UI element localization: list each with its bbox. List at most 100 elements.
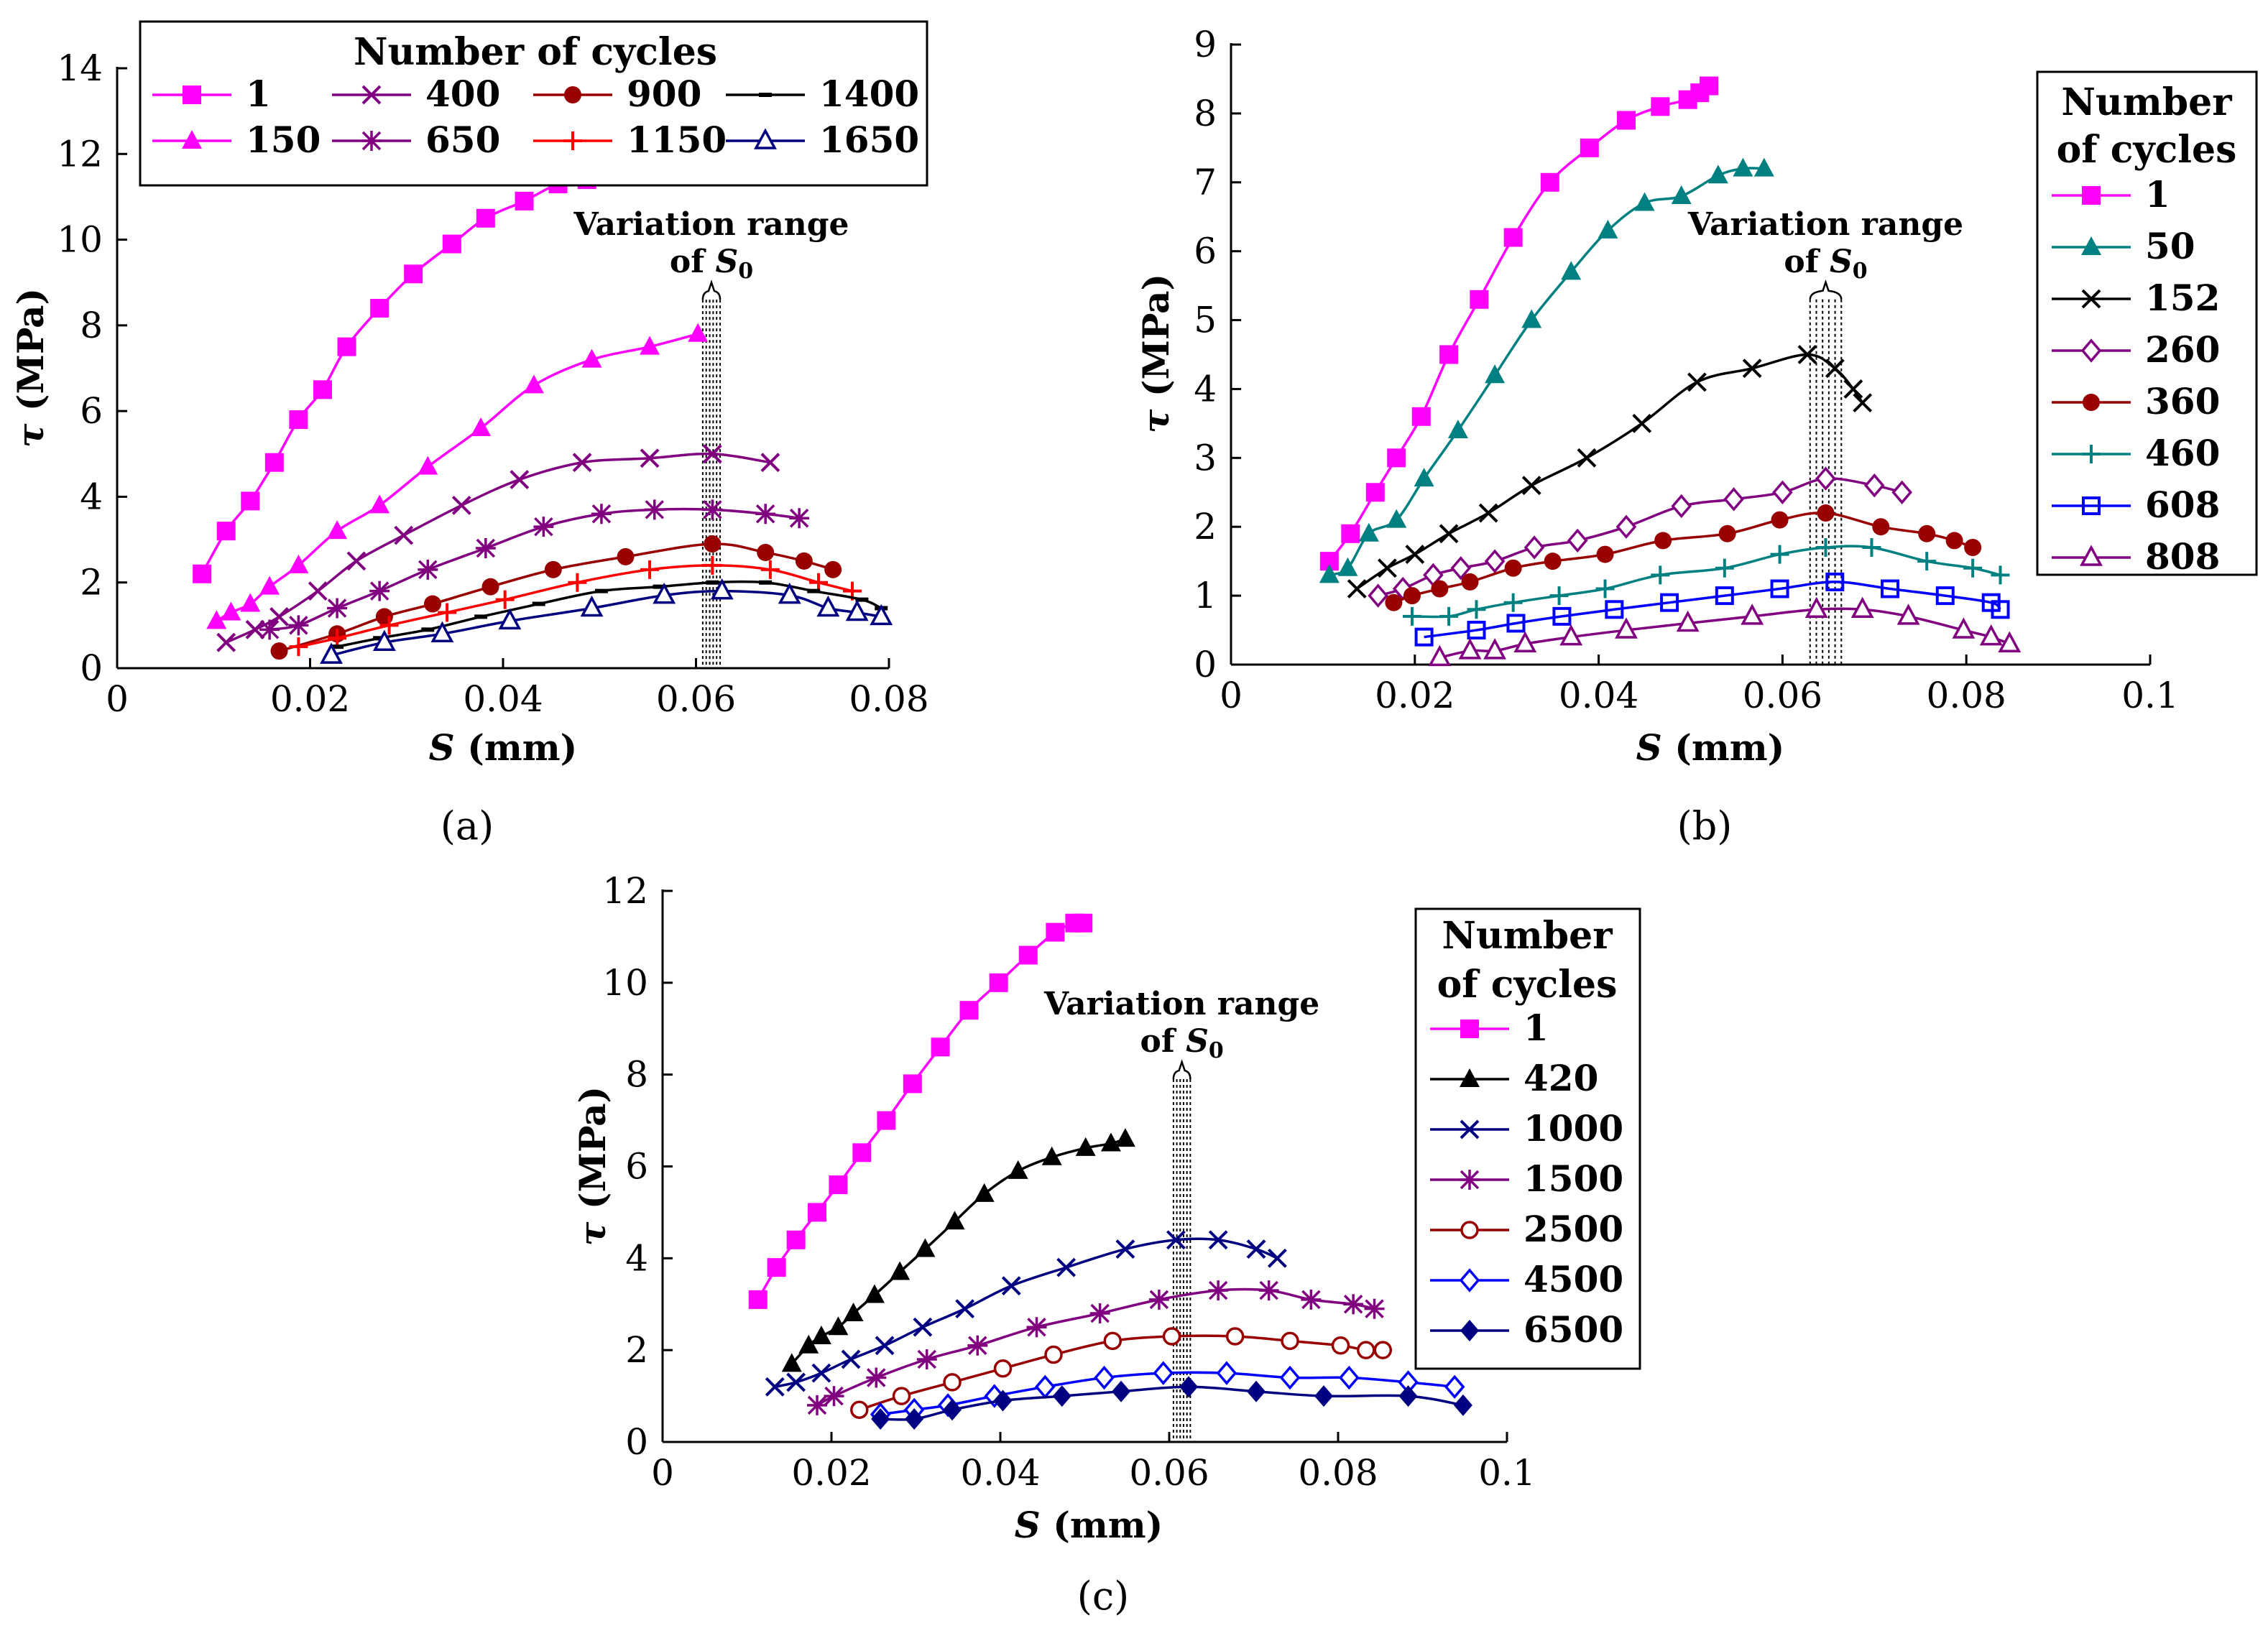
legend-entry-label: 260: [2145, 328, 2220, 371]
legend-entry-label: 1400: [819, 73, 919, 115]
data-point: [1945, 532, 1963, 550]
annotation-of-s: of: [1784, 244, 1830, 280]
data-point: [1373, 1341, 1393, 1359]
data-point: [1567, 528, 1588, 553]
legend-entry: 1150: [533, 119, 727, 161]
legend-entry: 4500: [1430, 1258, 1623, 1300]
data-point: [1179, 1376, 1199, 1398]
data-point: [1478, 503, 1498, 523]
legend-title-line1: Number: [1442, 914, 1613, 958]
annotation-line2: of S0: [1784, 244, 1867, 284]
data-point: [1598, 219, 1618, 239]
data-point: [1964, 538, 1982, 556]
y-axis-unit: (MPa): [571, 1086, 614, 1209]
data-point: [289, 637, 308, 657]
data-point: [824, 560, 842, 578]
x-axis-symbol: S: [1636, 726, 1662, 769]
y-tick-label: 12: [602, 870, 648, 912]
data-point: [423, 595, 441, 613]
series-1000: [765, 1230, 1287, 1397]
data-point: [1358, 522, 1379, 542]
data-point: [852, 1143, 872, 1162]
y-tick-label: 1: [1194, 575, 1217, 616]
data-point: [259, 575, 280, 595]
legend-swatch-marker: [2080, 338, 2102, 363]
data-point: [843, 1303, 864, 1322]
data-point: [1258, 1280, 1279, 1301]
data-point: [811, 1363, 831, 1383]
data-point: [288, 615, 309, 636]
data-point: [379, 616, 399, 635]
legend-entry: 900: [533, 73, 701, 115]
annotation-line2: of S0: [670, 244, 753, 284]
data-point: [1216, 1361, 1237, 1385]
series-150: [206, 323, 709, 629]
y-tick-label: 8: [625, 1054, 648, 1096]
x-tick-label: 0.06: [1743, 675, 1822, 716]
data-point: [498, 608, 522, 630]
legend-entry-label: 650: [425, 119, 500, 161]
data-point: [781, 1353, 802, 1372]
legend-entry: 1: [2052, 173, 2170, 216]
legend-entry: 360: [2052, 380, 2220, 422]
data-point: [372, 629, 396, 651]
data-point: [206, 610, 227, 629]
data-point: [1896, 604, 1920, 625]
data-point: [767, 1258, 786, 1277]
x-axis-unit: (mm): [1674, 726, 1784, 769]
legend-swatch-marker: [1460, 1019, 1479, 1038]
data-point: [1596, 545, 1614, 563]
series-50: [1319, 157, 1774, 583]
x-tick-label: 0.08: [1298, 1452, 1378, 1494]
legend-entry: 1400: [726, 73, 919, 115]
x-axis-symbol: S: [1015, 1504, 1041, 1546]
data-point: [1863, 473, 1885, 498]
data-point: [269, 607, 289, 627]
series-line: [880, 1385, 1464, 1421]
y-tick-label: 4: [80, 476, 103, 517]
legend-entry: 1000: [1430, 1107, 1623, 1150]
data-point: [1872, 518, 1890, 536]
data-point: [216, 522, 236, 541]
data-point: [644, 499, 665, 520]
x-axis-label: S (mm): [1636, 726, 1785, 769]
x-tick-label: 0.02: [270, 678, 350, 720]
data-point: [1733, 157, 1753, 177]
series-line: [1328, 85, 1710, 563]
legend-box: [1414, 907, 1641, 1370]
data-point: [1521, 476, 1541, 496]
data-point: [1467, 621, 1486, 640]
legend-swatch-marker: [754, 128, 777, 149]
x-axis-spacer: [455, 726, 467, 769]
y-tick-label: 8: [80, 305, 103, 346]
data-point: [495, 590, 515, 609]
data-point: [1026, 1317, 1047, 1338]
data-point: [1952, 617, 1976, 639]
data-point: [829, 1175, 848, 1195]
data-point: [1398, 1385, 1418, 1407]
series-4500: [870, 1361, 1465, 1427]
data-point: [1074, 913, 1093, 933]
data-point: [1461, 573, 1479, 591]
x-axis-symbol: S: [429, 726, 455, 769]
legend-swatch-marker: [2080, 545, 2103, 566]
data-point: [288, 554, 309, 573]
data-point: [1998, 631, 2022, 652]
data-point: [1715, 586, 1734, 606]
data-point: [1052, 1385, 1071, 1407]
data-point: [1615, 514, 1637, 539]
series-152: [1347, 345, 1873, 598]
legend-entry: 650: [332, 119, 500, 161]
data-point: [1075, 1137, 1096, 1156]
data-point: [755, 504, 776, 524]
x-tick-label: 0.08: [1927, 675, 2006, 716]
data-point: [640, 336, 660, 355]
data-point: [748, 1290, 767, 1309]
x-axis-spacer: [1662, 726, 1674, 769]
data-point: [308, 581, 328, 601]
data-point: [1153, 1361, 1174, 1385]
data-point: [327, 520, 348, 540]
data-point: [760, 560, 780, 579]
data-point: [1094, 1365, 1115, 1390]
data-point: [1660, 593, 1679, 612]
